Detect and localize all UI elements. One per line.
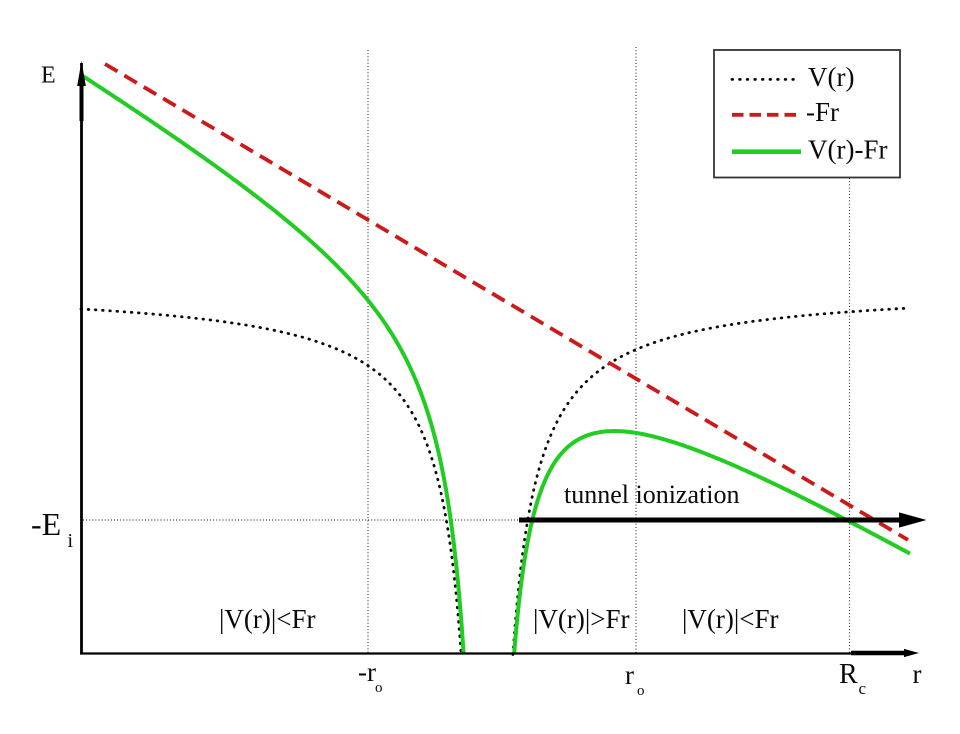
svg-text:c: c <box>859 679 867 698</box>
svg-text:i: i <box>68 530 74 552</box>
svg-text:|V(r)|>Fr: |V(r)|>Fr <box>533 604 630 634</box>
svg-text:-Fr: -Fr <box>806 97 839 127</box>
svg-text:V(r)-Fr: V(r)-Fr <box>808 135 887 165</box>
svg-text:o: o <box>637 683 645 699</box>
svg-text:|V(r)|<Fr: |V(r)|<Fr <box>682 604 779 634</box>
svg-text:r: r <box>913 659 922 689</box>
svg-text:r: r <box>625 660 634 690</box>
svg-text:R: R <box>839 659 858 690</box>
svg-text:-E: -E <box>31 506 61 542</box>
svg-text:E: E <box>41 63 56 89</box>
svg-text:o: o <box>375 680 383 696</box>
svg-text:|V(r)|<Fr: |V(r)|<Fr <box>219 604 316 634</box>
svg-text:-r: -r <box>358 657 376 687</box>
svg-text:V(r): V(r) <box>808 62 854 92</box>
svg-text:tunnel ionization: tunnel ionization <box>564 480 739 509</box>
